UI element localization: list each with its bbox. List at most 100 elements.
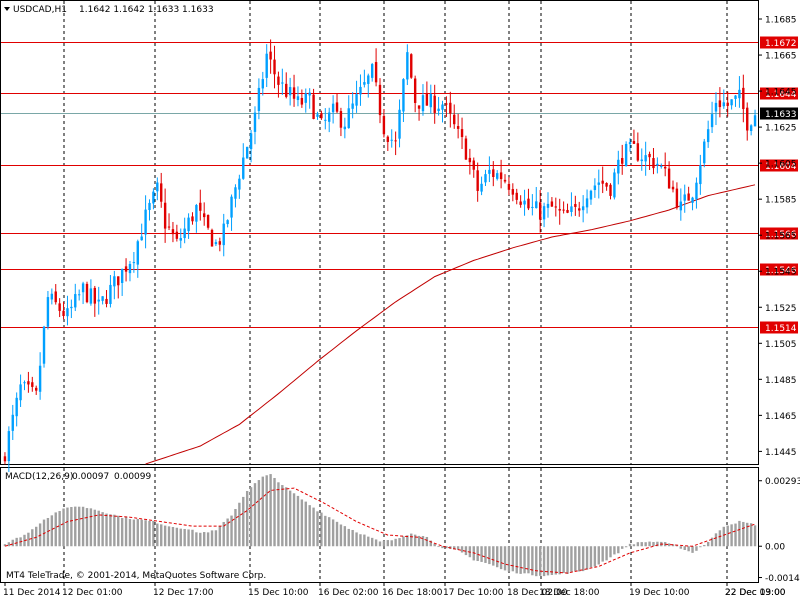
candle bbox=[613, 168, 616, 200]
macd-bar bbox=[382, 540, 386, 547]
price-tick-label: 1.1445 bbox=[765, 448, 797, 458]
candle bbox=[195, 203, 198, 233]
macd-bar bbox=[605, 546, 608, 561]
macd-bar bbox=[558, 546, 561, 575]
macd-bar bbox=[406, 535, 409, 547]
candle bbox=[671, 180, 675, 193]
candle bbox=[187, 213, 190, 239]
ma-line bbox=[145, 184, 756, 465]
macd-bar bbox=[699, 546, 702, 548]
candle bbox=[277, 71, 280, 98]
candle bbox=[167, 213, 171, 231]
macd-bar bbox=[218, 526, 222, 547]
candle bbox=[566, 203, 569, 214]
dropdown-triangle-icon[interactable] bbox=[4, 7, 10, 11]
macd-bar bbox=[753, 525, 757, 547]
candle bbox=[648, 151, 651, 171]
candle bbox=[214, 239, 218, 247]
macd-bar bbox=[132, 519, 136, 547]
macd-bar bbox=[394, 538, 397, 547]
macd-bar bbox=[519, 546, 522, 574]
macd-bar bbox=[722, 526, 725, 547]
price-tick-label: 1.1485 bbox=[765, 376, 797, 386]
price-tick-label: 1.1545 bbox=[765, 268, 797, 278]
macd-bar bbox=[511, 546, 515, 572]
candle bbox=[183, 217, 186, 244]
horizontal-levels[interactable]: 1.1672 1.1644 1.1604 1.1566 1.1546 1.1514 1.16… bbox=[1, 36, 798, 335]
candle bbox=[523, 189, 526, 216]
candle bbox=[617, 150, 620, 185]
candle bbox=[140, 223, 143, 241]
candle bbox=[89, 279, 93, 306]
candle bbox=[652, 147, 655, 175]
time-tick-label: 15 Dec 10:00 bbox=[248, 588, 309, 598]
candle bbox=[378, 78, 382, 124]
macd-bar bbox=[523, 546, 526, 574]
macd-bar bbox=[542, 546, 546, 577]
macd-bar bbox=[492, 546, 495, 566]
macd-bar bbox=[70, 507, 73, 547]
macd-bar bbox=[456, 546, 460, 550]
time-tick-label: 11 Dec 2014 bbox=[3, 588, 61, 598]
macd-bar bbox=[113, 514, 116, 547]
candle bbox=[456, 113, 460, 139]
candle bbox=[273, 45, 276, 89]
candle bbox=[242, 143, 245, 180]
macd-bar bbox=[281, 485, 284, 547]
macd-bar bbox=[687, 546, 690, 552]
time-tick-label: 12 Dec 01:00 bbox=[62, 588, 123, 598]
candle bbox=[152, 188, 155, 210]
level-tag bbox=[760, 227, 798, 240]
macd-bar bbox=[335, 521, 339, 547]
macd-bar bbox=[249, 487, 253, 547]
candle bbox=[136, 239, 139, 278]
macd-bar bbox=[277, 482, 280, 547]
candle bbox=[175, 224, 179, 242]
macd-bar bbox=[183, 528, 186, 547]
macd-bar bbox=[128, 519, 132, 547]
macd-bar bbox=[257, 480, 261, 547]
macd-bar bbox=[374, 539, 378, 547]
macd-bar bbox=[566, 546, 569, 574]
candle bbox=[81, 281, 85, 305]
macd-label: MACD(12,26,9) bbox=[5, 472, 73, 482]
macd-bar bbox=[191, 529, 194, 547]
candle bbox=[464, 135, 468, 160]
macd-bar bbox=[370, 537, 374, 547]
macd-bar bbox=[488, 546, 491, 565]
ohlc-values: 1.1642 1.1642 1.1633 1.1633 bbox=[79, 5, 214, 15]
level-tag bbox=[760, 321, 798, 334]
candle bbox=[288, 77, 292, 106]
macd-bar bbox=[355, 532, 358, 547]
macd-bar bbox=[202, 532, 206, 547]
candle bbox=[308, 88, 311, 109]
macd-bar bbox=[386, 540, 390, 547]
candle bbox=[23, 380, 26, 391]
macd-bar bbox=[460, 546, 464, 553]
candle bbox=[77, 289, 81, 301]
macd-bar bbox=[15, 537, 18, 547]
candle bbox=[746, 102, 749, 141]
candle bbox=[554, 197, 558, 217]
level-label: 1.1546 bbox=[765, 266, 797, 276]
candle bbox=[35, 385, 38, 395]
candle bbox=[581, 195, 585, 223]
candle bbox=[351, 92, 354, 119]
macd-bar bbox=[464, 546, 468, 556]
macd-bar bbox=[695, 546, 698, 551]
candle bbox=[7, 426, 11, 472]
macd-bar bbox=[316, 511, 319, 547]
macd-bar bbox=[179, 528, 182, 547]
macd-bar bbox=[163, 525, 167, 547]
candle bbox=[54, 284, 57, 305]
macd-bar bbox=[206, 532, 210, 547]
candle bbox=[335, 93, 339, 114]
candle bbox=[324, 108, 327, 130]
candle bbox=[234, 184, 237, 208]
candle bbox=[496, 170, 499, 181]
candle bbox=[749, 124, 753, 136]
candle bbox=[484, 169, 487, 187]
candle bbox=[359, 74, 362, 106]
